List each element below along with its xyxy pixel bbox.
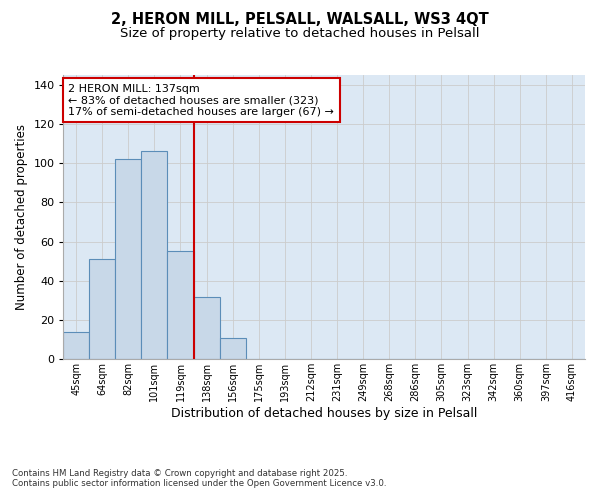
Bar	[63, 332, 89, 359]
Bar	[89, 260, 115, 360]
Bar	[220, 338, 246, 359]
Bar	[194, 296, 220, 360]
Text: 2 HERON MILL: 137sqm
← 83% of detached houses are smaller (323)
17% of semi-deta: 2 HERON MILL: 137sqm ← 83% of detached h…	[68, 84, 334, 116]
X-axis label: Distribution of detached houses by size in Pelsall: Distribution of detached houses by size …	[171, 407, 477, 420]
Bar	[115, 160, 142, 360]
Text: Size of property relative to detached houses in Pelsall: Size of property relative to detached ho…	[120, 28, 480, 40]
Bar	[167, 252, 194, 360]
Text: Contains public sector information licensed under the Open Government Licence v3: Contains public sector information licen…	[12, 478, 386, 488]
Text: 2, HERON MILL, PELSALL, WALSALL, WS3 4QT: 2, HERON MILL, PELSALL, WALSALL, WS3 4QT	[111, 12, 489, 28]
Y-axis label: Number of detached properties: Number of detached properties	[15, 124, 28, 310]
Bar	[142, 152, 167, 360]
Text: Contains HM Land Registry data © Crown copyright and database right 2025.: Contains HM Land Registry data © Crown c…	[12, 468, 347, 477]
